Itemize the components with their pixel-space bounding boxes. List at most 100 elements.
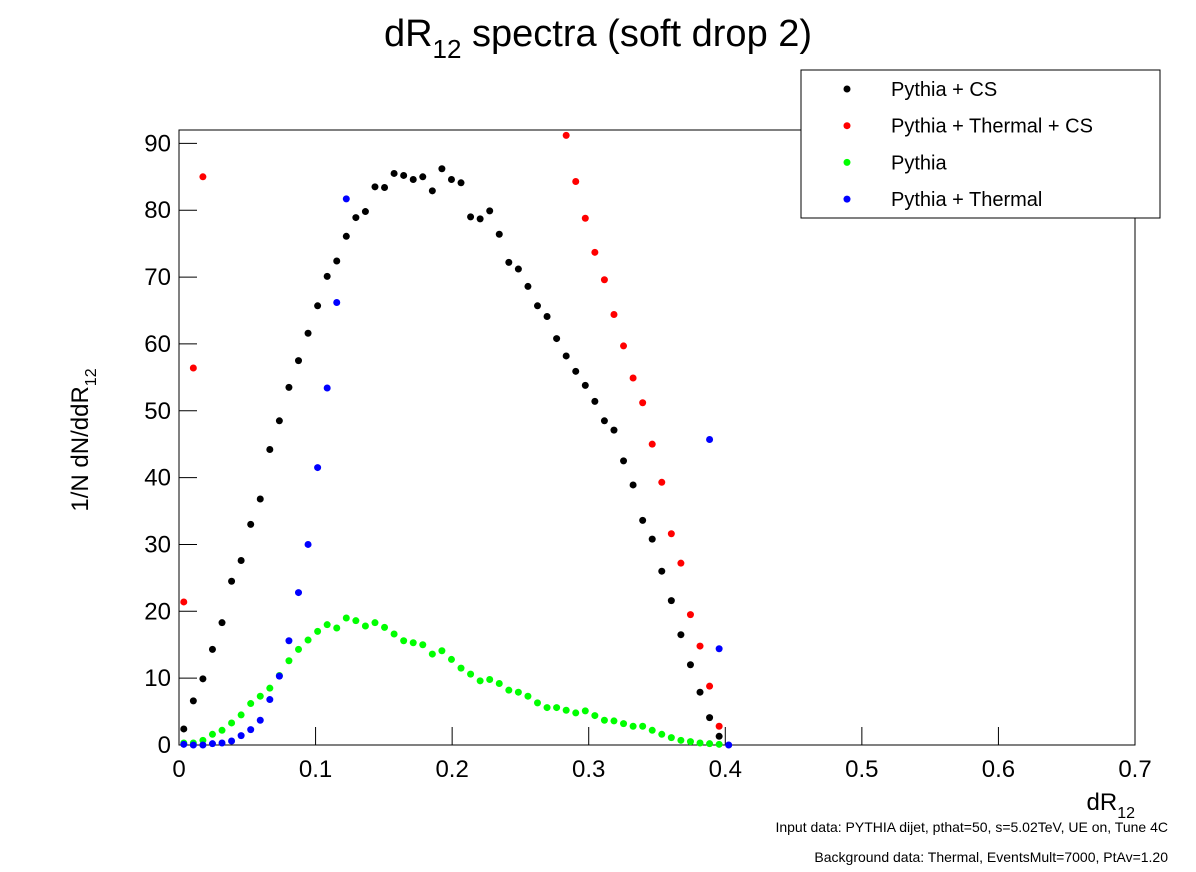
data-point <box>706 740 714 748</box>
data-point <box>381 183 389 191</box>
legend-label: Pythia <box>891 152 947 174</box>
data-point <box>677 736 685 744</box>
data-point <box>620 342 628 350</box>
data-point <box>266 684 274 692</box>
data-point <box>715 732 723 740</box>
data-point <box>648 440 656 448</box>
x-tick-label: 0.5 <box>845 756 878 783</box>
data-point <box>199 741 207 749</box>
data-point <box>600 276 608 284</box>
data-point <box>180 598 188 606</box>
chart-title: dR12 spectra (soft drop 2) <box>384 13 812 64</box>
data-point <box>352 214 360 222</box>
data-point <box>677 631 685 639</box>
data-point <box>543 704 551 712</box>
data-point <box>361 208 369 216</box>
data-point <box>352 617 360 625</box>
data-point <box>295 589 302 597</box>
data-point <box>247 700 255 708</box>
data-point <box>562 352 570 360</box>
x-tick-label: 0.1 <box>299 756 332 783</box>
data-point <box>323 272 331 280</box>
data-point <box>237 732 245 740</box>
data-point <box>667 734 675 742</box>
data-point <box>208 645 216 653</box>
data-point <box>534 302 541 310</box>
data-point <box>725 741 733 749</box>
legend-marker <box>843 158 851 166</box>
data-point <box>658 730 666 738</box>
data-point <box>495 230 503 238</box>
data-point <box>581 381 589 389</box>
legend-label: Pythia + Thermal <box>891 189 1042 211</box>
legend-marker <box>843 85 851 93</box>
data-point <box>323 621 331 629</box>
data-point <box>295 357 302 365</box>
data-point <box>476 677 484 685</box>
data-point <box>514 688 522 696</box>
x-tick-label: 0.3 <box>572 756 605 783</box>
data-point <box>553 704 561 712</box>
data-point <box>228 737 236 745</box>
legend-label: Pythia + Thermal + CS <box>891 116 1093 138</box>
data-point <box>333 257 341 265</box>
data-point <box>610 717 618 725</box>
data-point <box>342 232 350 240</box>
x-label-sub: 12 <box>1117 805 1135 822</box>
data-point <box>591 397 599 405</box>
data-point <box>457 179 465 187</box>
data-point <box>218 619 226 627</box>
data-point <box>247 726 255 734</box>
data-point <box>600 716 608 724</box>
data-point <box>629 481 637 489</box>
data-point <box>696 739 704 747</box>
y-tick-label: 80 <box>144 197 171 224</box>
data-point <box>314 302 322 310</box>
data-point <box>189 364 197 372</box>
data-point <box>381 623 389 631</box>
data-point <box>658 478 666 486</box>
data-point <box>591 712 599 720</box>
data-point <box>237 711 245 719</box>
x-tick-label: 0.4 <box>709 756 742 783</box>
data-point <box>581 214 589 222</box>
legend-marker <box>843 195 851 203</box>
data-point <box>218 726 226 734</box>
data-point <box>486 675 494 683</box>
data-point <box>237 557 245 564</box>
title-rest: spectra (soft drop 2) <box>461 13 812 55</box>
data-point <box>390 630 398 638</box>
title-main: dR <box>384 13 433 55</box>
data-point <box>706 436 714 444</box>
data-point <box>428 650 436 658</box>
data-point <box>419 641 427 649</box>
data-point <box>620 720 628 728</box>
data-point <box>457 664 465 672</box>
y-tick-label: 40 <box>144 465 171 492</box>
data-point <box>543 313 551 321</box>
data-point <box>409 639 417 647</box>
data-point <box>677 559 685 567</box>
data-point <box>371 619 379 627</box>
data-point <box>524 282 532 290</box>
y-tick-label: 60 <box>144 331 171 358</box>
y-tick-label: 70 <box>144 264 171 291</box>
data-point <box>476 215 484 223</box>
data-point <box>314 627 322 635</box>
data-point <box>562 706 570 714</box>
data-point <box>648 726 656 734</box>
data-point <box>438 165 446 173</box>
data-point <box>667 597 675 605</box>
data-point <box>534 699 541 707</box>
legend-label: Pythia + CS <box>891 79 997 101</box>
x-tick-label: 0.7 <box>1118 756 1151 783</box>
data-point <box>686 738 694 746</box>
data-point <box>304 329 312 337</box>
data-point <box>342 195 350 203</box>
data-point <box>572 177 580 185</box>
y-label-main: 1/N dN/ddR <box>67 386 94 511</box>
data-point <box>285 657 293 665</box>
data-point <box>505 258 513 266</box>
data-point <box>715 740 723 748</box>
data-point <box>275 672 283 680</box>
